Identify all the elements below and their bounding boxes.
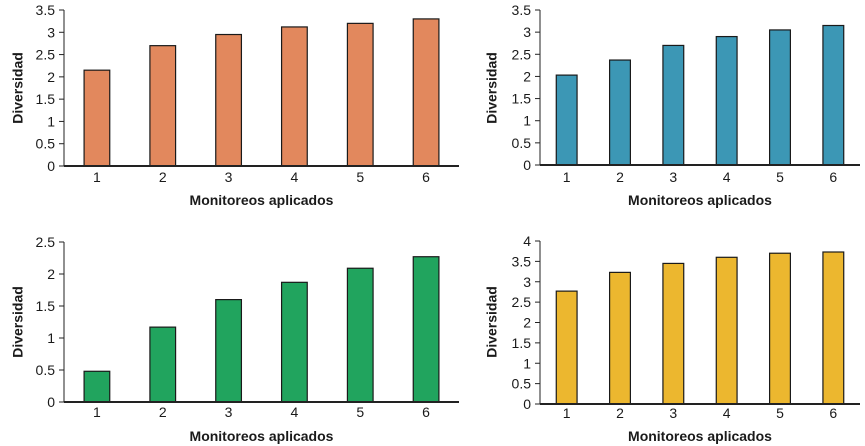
y-tick-label: 1.5 (36, 91, 56, 107)
bar-1 (555, 290, 578, 405)
bar-5 (768, 29, 791, 166)
y-tick-label: 0 (47, 158, 55, 174)
y-tick-label: 2.5 (36, 47, 56, 63)
y-tick-label: 3 (47, 24, 55, 40)
x-tick-label: 5 (776, 405, 784, 421)
y-tick-label: 0 (523, 157, 531, 173)
x-tick-label: 6 (829, 169, 837, 185)
y-tick-label: 1.5 (512, 91, 532, 107)
x-tick-label: 2 (159, 169, 167, 185)
y-tick-label: 1.5 (36, 298, 56, 314)
y-tick-label: 1 (523, 113, 531, 129)
x-axis-title: Monitoreos aplicados (190, 192, 334, 208)
y-tick-label: 1 (47, 330, 55, 346)
y-tick-label: 3.5 (512, 253, 532, 269)
bar-2 (608, 271, 631, 405)
chart-panel-3: 0 0.5 1 1.5 2 2.5 1 2 3 4 5 6 Monitoreos aplicados Di… (9, 234, 459, 444)
y-tick-label: 1 (47, 113, 55, 129)
chart-panel-2: 0 0.5 1 1.5 2 2.5 3 3.5 1 2 3 4 5 6 Monitoreos aplicad… (483, 2, 860, 208)
bar-4 (280, 281, 308, 403)
bar-1 (83, 370, 111, 403)
x-axis-title: Monitoreos aplicados (190, 428, 334, 444)
x-tick-label: 6 (422, 404, 430, 420)
x-tick-label: 3 (225, 404, 233, 420)
bar-6 (412, 18, 440, 167)
y-tick-label: 0 (47, 394, 55, 410)
bar-3 (215, 299, 243, 403)
y-tick-label: 3 (523, 274, 531, 290)
x-tick-label: 5 (776, 169, 784, 185)
y-tick-label: 3 (523, 24, 531, 40)
x-tick-label: 5 (356, 169, 364, 185)
x-axis-title: Monitoreos aplicados (628, 428, 772, 444)
x-tick-label: 1 (563, 405, 571, 421)
y-tick-label: 2.5 (512, 46, 532, 62)
y-tick-label: 0.5 (512, 135, 532, 151)
x-tick-label: 4 (723, 169, 731, 185)
x-tick-label: 4 (723, 405, 731, 421)
y-tick-label: 1.5 (512, 335, 532, 351)
x-tick-label: 6 (422, 169, 430, 185)
x-tick-label: 3 (669, 405, 677, 421)
bar-1 (555, 74, 578, 166)
x-tick-label: 1 (93, 404, 101, 420)
y-axis-title: Diversidad (483, 52, 499, 124)
y-tick-label: 1 (523, 355, 531, 371)
y-tick-label: 3.5 (512, 2, 532, 18)
chart-panel-4: 0 0.5 1 1.5 2 2.5 3 3.5 4 1 2 3 4 5 6 Monitoreos aplica… (483, 233, 860, 444)
x-tick-label: 4 (291, 169, 299, 185)
bar-2 (608, 59, 631, 166)
x-tick-label: 1 (563, 169, 571, 185)
bar-4 (280, 26, 308, 167)
x-tick-label: 4 (291, 404, 299, 420)
x-tick-label: 2 (616, 169, 624, 185)
y-tick-label: 2.5 (36, 234, 56, 250)
bar-5 (346, 267, 374, 403)
x-tick-label: 5 (356, 404, 364, 420)
y-tick-label: 0.5 (36, 362, 56, 378)
bar-6 (412, 256, 440, 403)
bar-3 (662, 44, 685, 166)
y-tick-label: 2 (47, 266, 55, 282)
bar-6 (822, 24, 845, 166)
bar-5 (346, 22, 374, 167)
y-tick-label: 3.5 (36, 2, 56, 18)
x-tick-label: 3 (225, 169, 233, 185)
y-axis-title: Diversidad (9, 52, 25, 124)
y-axis-title: Diversidad (483, 286, 499, 358)
y-tick-label: 0 (523, 396, 531, 412)
y-tick-label: 2.5 (512, 294, 532, 310)
bar-5 (768, 252, 791, 405)
x-tick-label: 3 (669, 169, 677, 185)
bar-2 (149, 45, 177, 167)
bar-1 (83, 69, 111, 167)
y-tick-label: 0.5 (36, 136, 56, 152)
x-tick-label: 6 (829, 405, 837, 421)
x-tick-label: 2 (159, 404, 167, 420)
bar-3 (215, 33, 243, 167)
bar-6 (822, 251, 845, 405)
y-tick-label: 2 (523, 315, 531, 331)
bar-2 (149, 326, 177, 403)
x-tick-label: 1 (93, 169, 101, 185)
y-axis-title: Diversidad (9, 286, 25, 358)
x-axis-title: Monitoreos aplicados (628, 192, 772, 208)
chart-panel-1: 0 0.5 1 1.5 2 2.5 3 3.5 1 2 3 4 5 6 Monitoreos aplicad… (9, 2, 459, 208)
bar-3 (662, 262, 685, 405)
y-tick-label: 4 (523, 233, 531, 249)
bar-4 (715, 35, 738, 166)
y-tick-label: 2 (523, 68, 531, 84)
y-tick-label: 0.5 (512, 376, 532, 392)
bar-4 (715, 256, 738, 405)
x-tick-label: 2 (616, 405, 624, 421)
y-tick-label: 2 (47, 69, 55, 85)
